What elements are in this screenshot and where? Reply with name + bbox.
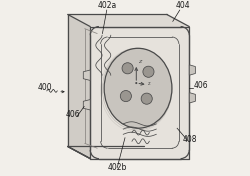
Circle shape bbox=[120, 90, 132, 102]
Polygon shape bbox=[189, 93, 195, 103]
Polygon shape bbox=[83, 100, 90, 110]
Text: 408: 408 bbox=[183, 135, 198, 144]
Text: 402b: 402b bbox=[108, 164, 127, 172]
Text: z: z bbox=[148, 81, 151, 86]
Polygon shape bbox=[68, 14, 90, 159]
Circle shape bbox=[141, 93, 152, 104]
Text: 406: 406 bbox=[66, 110, 80, 119]
Polygon shape bbox=[189, 65, 195, 75]
Text: 402a: 402a bbox=[97, 1, 116, 10]
Text: z: z bbox=[138, 59, 141, 64]
Text: 400: 400 bbox=[38, 83, 52, 92]
Circle shape bbox=[122, 63, 133, 74]
Polygon shape bbox=[68, 14, 189, 27]
Text: 404: 404 bbox=[176, 1, 190, 10]
Polygon shape bbox=[83, 70, 90, 80]
Ellipse shape bbox=[104, 48, 172, 128]
Circle shape bbox=[143, 66, 154, 77]
Circle shape bbox=[135, 82, 137, 84]
Text: 406: 406 bbox=[194, 81, 208, 90]
Polygon shape bbox=[90, 27, 189, 159]
